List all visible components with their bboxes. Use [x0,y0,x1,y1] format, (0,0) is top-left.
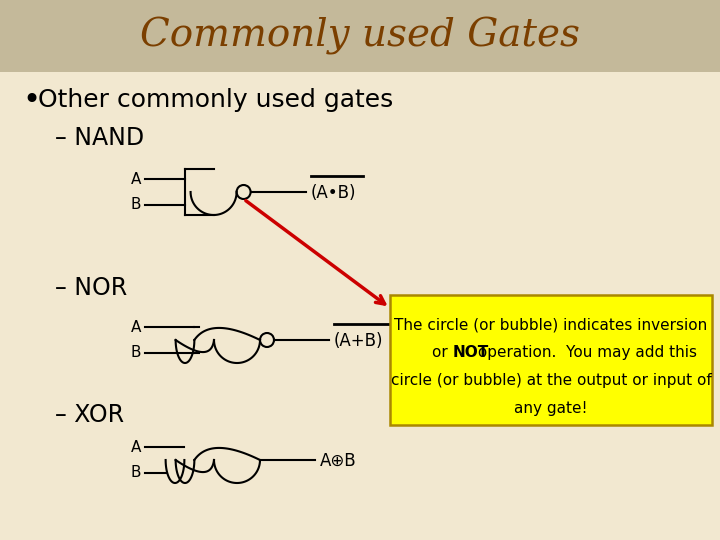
Text: (A•B): (A•B) [310,184,356,202]
Text: A⊕B: A⊕B [320,452,356,470]
Text: circle (or bubble) at the output or input of: circle (or bubble) at the output or inpu… [391,373,711,388]
Text: any gate!: any gate! [514,401,588,416]
FancyArrowPatch shape [246,201,384,304]
Text: B: B [130,198,141,212]
Text: B: B [130,346,141,360]
Text: A: A [130,320,141,335]
Text: Other commonly used gates: Other commonly used gates [38,88,393,112]
Text: •: • [22,85,40,114]
Text: NOT: NOT [452,345,489,360]
Text: (A+B): (A+B) [334,332,384,350]
Text: – NAND: – NAND [55,126,144,150]
FancyBboxPatch shape [0,0,720,72]
Text: The circle (or bubble) indicates inversion: The circle (or bubble) indicates inversi… [395,317,708,332]
Text: Commonly used Gates: Commonly used Gates [140,17,580,55]
Text: A: A [130,172,141,187]
FancyBboxPatch shape [390,295,712,425]
Text: operation.  You may add this: operation. You may add this [473,345,697,360]
Text: or: or [432,345,453,360]
Text: – XOR: – XOR [55,403,124,427]
Text: A: A [130,440,141,455]
Text: B: B [130,465,141,481]
Text: – NOR: – NOR [55,276,127,300]
